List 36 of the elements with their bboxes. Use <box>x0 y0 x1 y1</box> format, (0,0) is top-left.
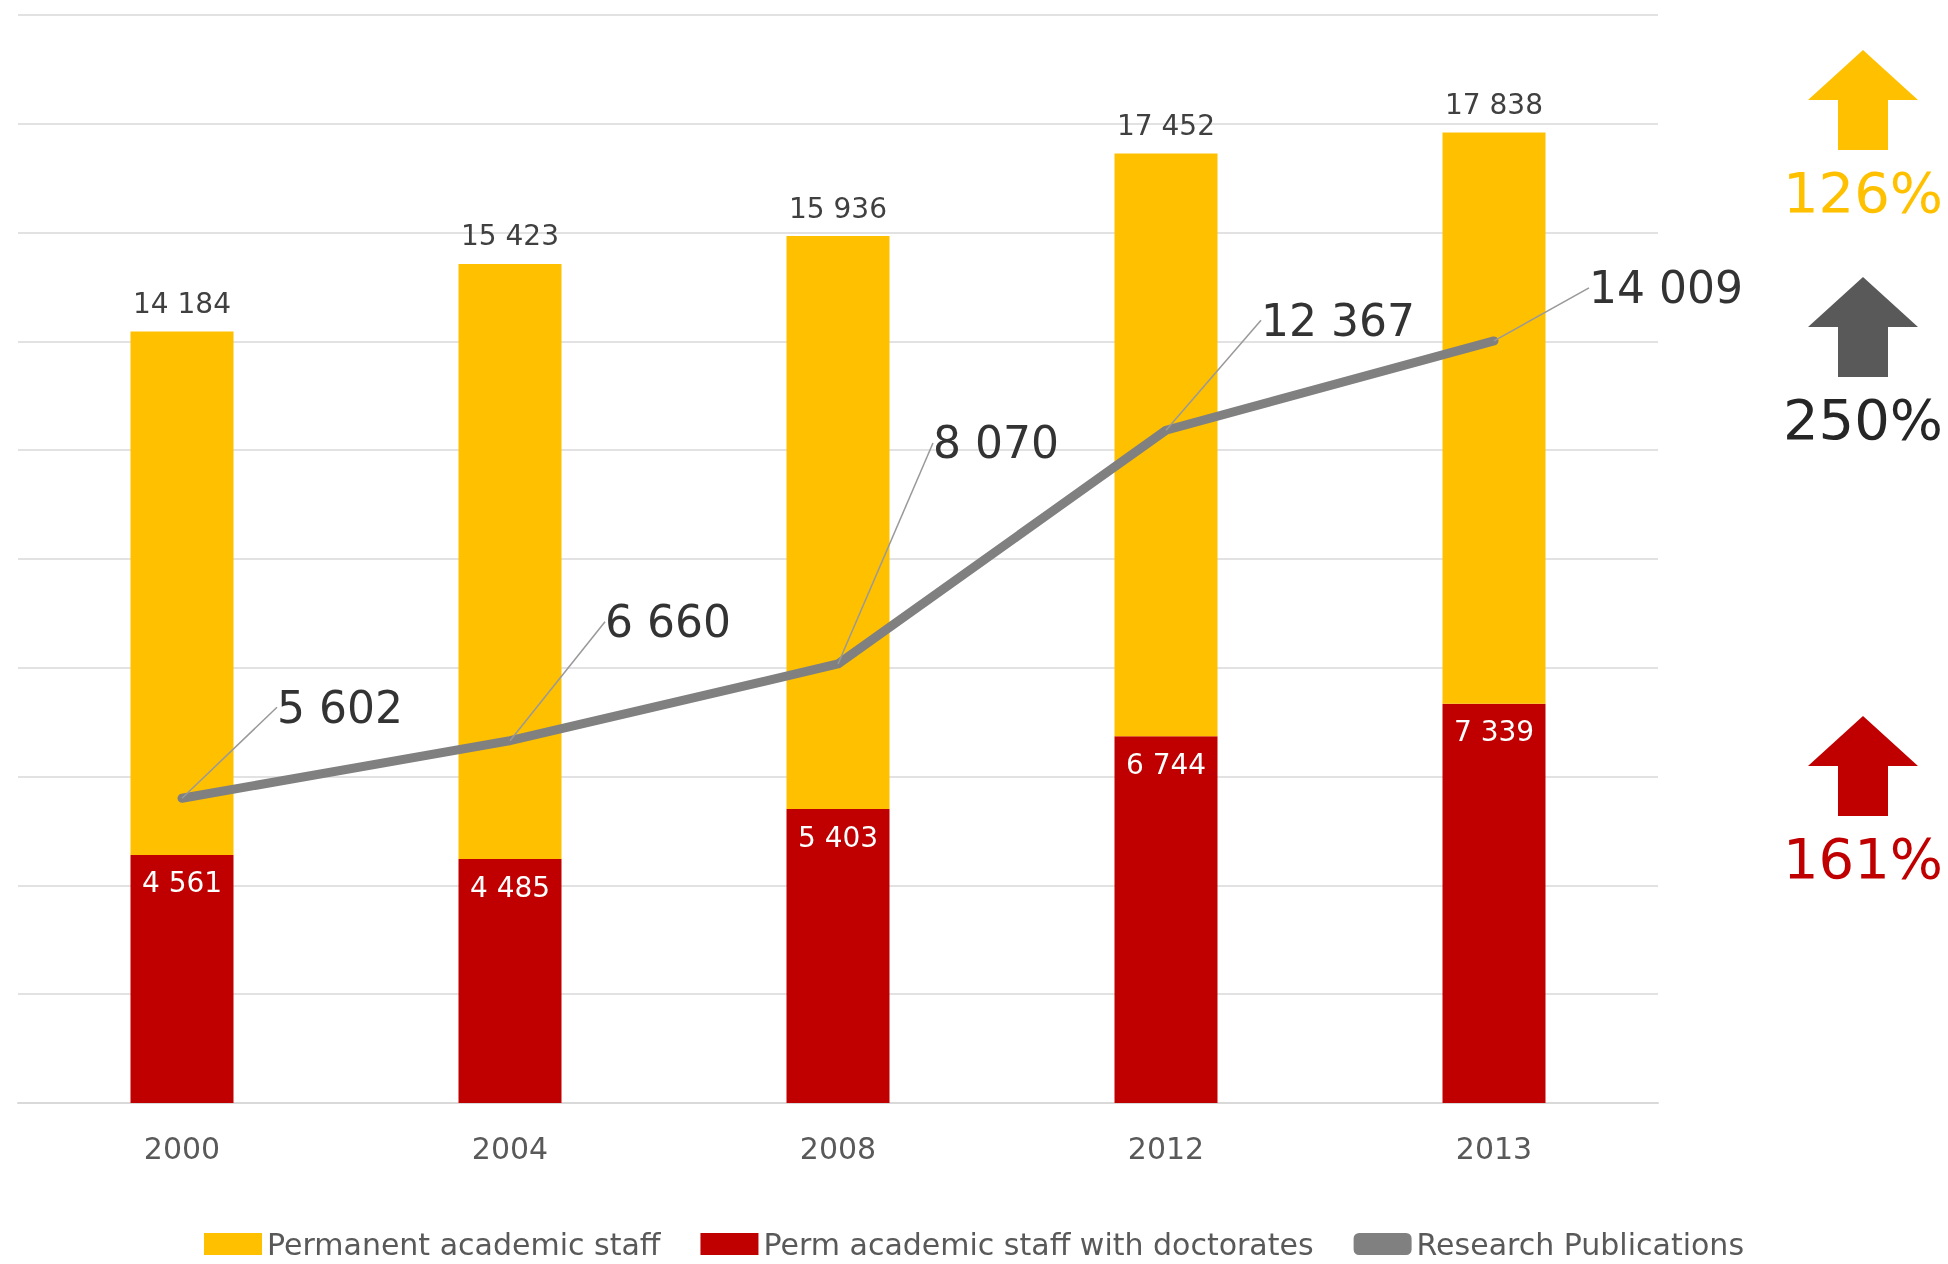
total-label: 17 452 <box>1117 109 1215 143</box>
data-label: 8 070 <box>933 417 1059 469</box>
bar <box>458 859 562 1103</box>
data-label: 6 744 <box>1125 747 1207 781</box>
total-label: 14 184 <box>133 286 231 320</box>
x-tick-label: 2000 <box>143 1130 221 1166</box>
text: 250% <box>1781 387 1945 452</box>
total-label: 17 838 <box>1445 88 1543 122</box>
bar <box>786 809 890 1103</box>
bar <box>130 854 234 1103</box>
bar <box>1442 703 1546 1103</box>
data-label: 5 602 <box>277 681 403 733</box>
text: 126% <box>1781 160 1945 225</box>
bar <box>1442 132 1546 704</box>
bar <box>1114 153 1218 737</box>
data-label: 5 403 <box>797 820 879 854</box>
bar <box>130 331 234 855</box>
bar <box>1114 736 1218 1103</box>
data-label: 14 009 <box>1589 262 1743 314</box>
legend-label: Permanent academic staff <box>266 1226 662 1262</box>
legend-label: Perm academic staff with doctorates <box>763 1226 1314 1262</box>
total-label: 15 423 <box>461 219 559 253</box>
data-label: 12 367 <box>1261 294 1415 346</box>
data-label: 4 561 <box>141 866 223 900</box>
x-tick-label: 2004 <box>471 1130 549 1166</box>
bar <box>786 236 890 810</box>
x-tick-label: 2008 <box>799 1130 877 1166</box>
x-tick-label: 2012 <box>1127 1130 1205 1166</box>
text: 161% <box>1781 826 1945 891</box>
legend-label: Research Publications <box>1416 1226 1745 1262</box>
data-label: 4 485 <box>469 870 551 904</box>
x-tick-label: 2013 <box>1455 1130 1533 1166</box>
total-label: 15 936 <box>789 191 887 225</box>
data-label: 6 660 <box>605 596 731 648</box>
bar <box>458 263 562 860</box>
data-label: 7 339 <box>1453 715 1535 749</box>
